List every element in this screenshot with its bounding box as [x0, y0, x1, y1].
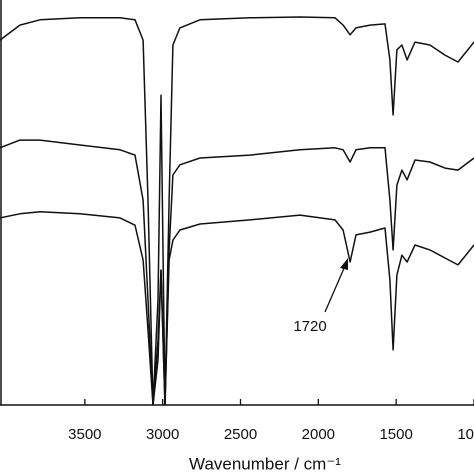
x-tick-label: 3000 [146, 426, 179, 443]
spectrum-line [0, 211, 474, 405]
annotation-arrow [324, 265, 346, 313]
annotation: 1720 [293, 318, 326, 335]
x-tick-label: 1000 [457, 426, 474, 443]
x-tick-label: 2500 [224, 426, 257, 443]
spectrum-line [0, 139, 474, 405]
spectrum-line [0, 16, 474, 405]
arrow-head [340, 258, 348, 270]
x-tick-label: 3500 [68, 426, 101, 443]
plot-area [0, 16, 474, 405]
x-tick-label: 1500 [379, 426, 412, 443]
x-tick-label: 2000 [302, 426, 335, 443]
x-axis-label: Wavenumber / cm⁻¹ [189, 454, 341, 473]
